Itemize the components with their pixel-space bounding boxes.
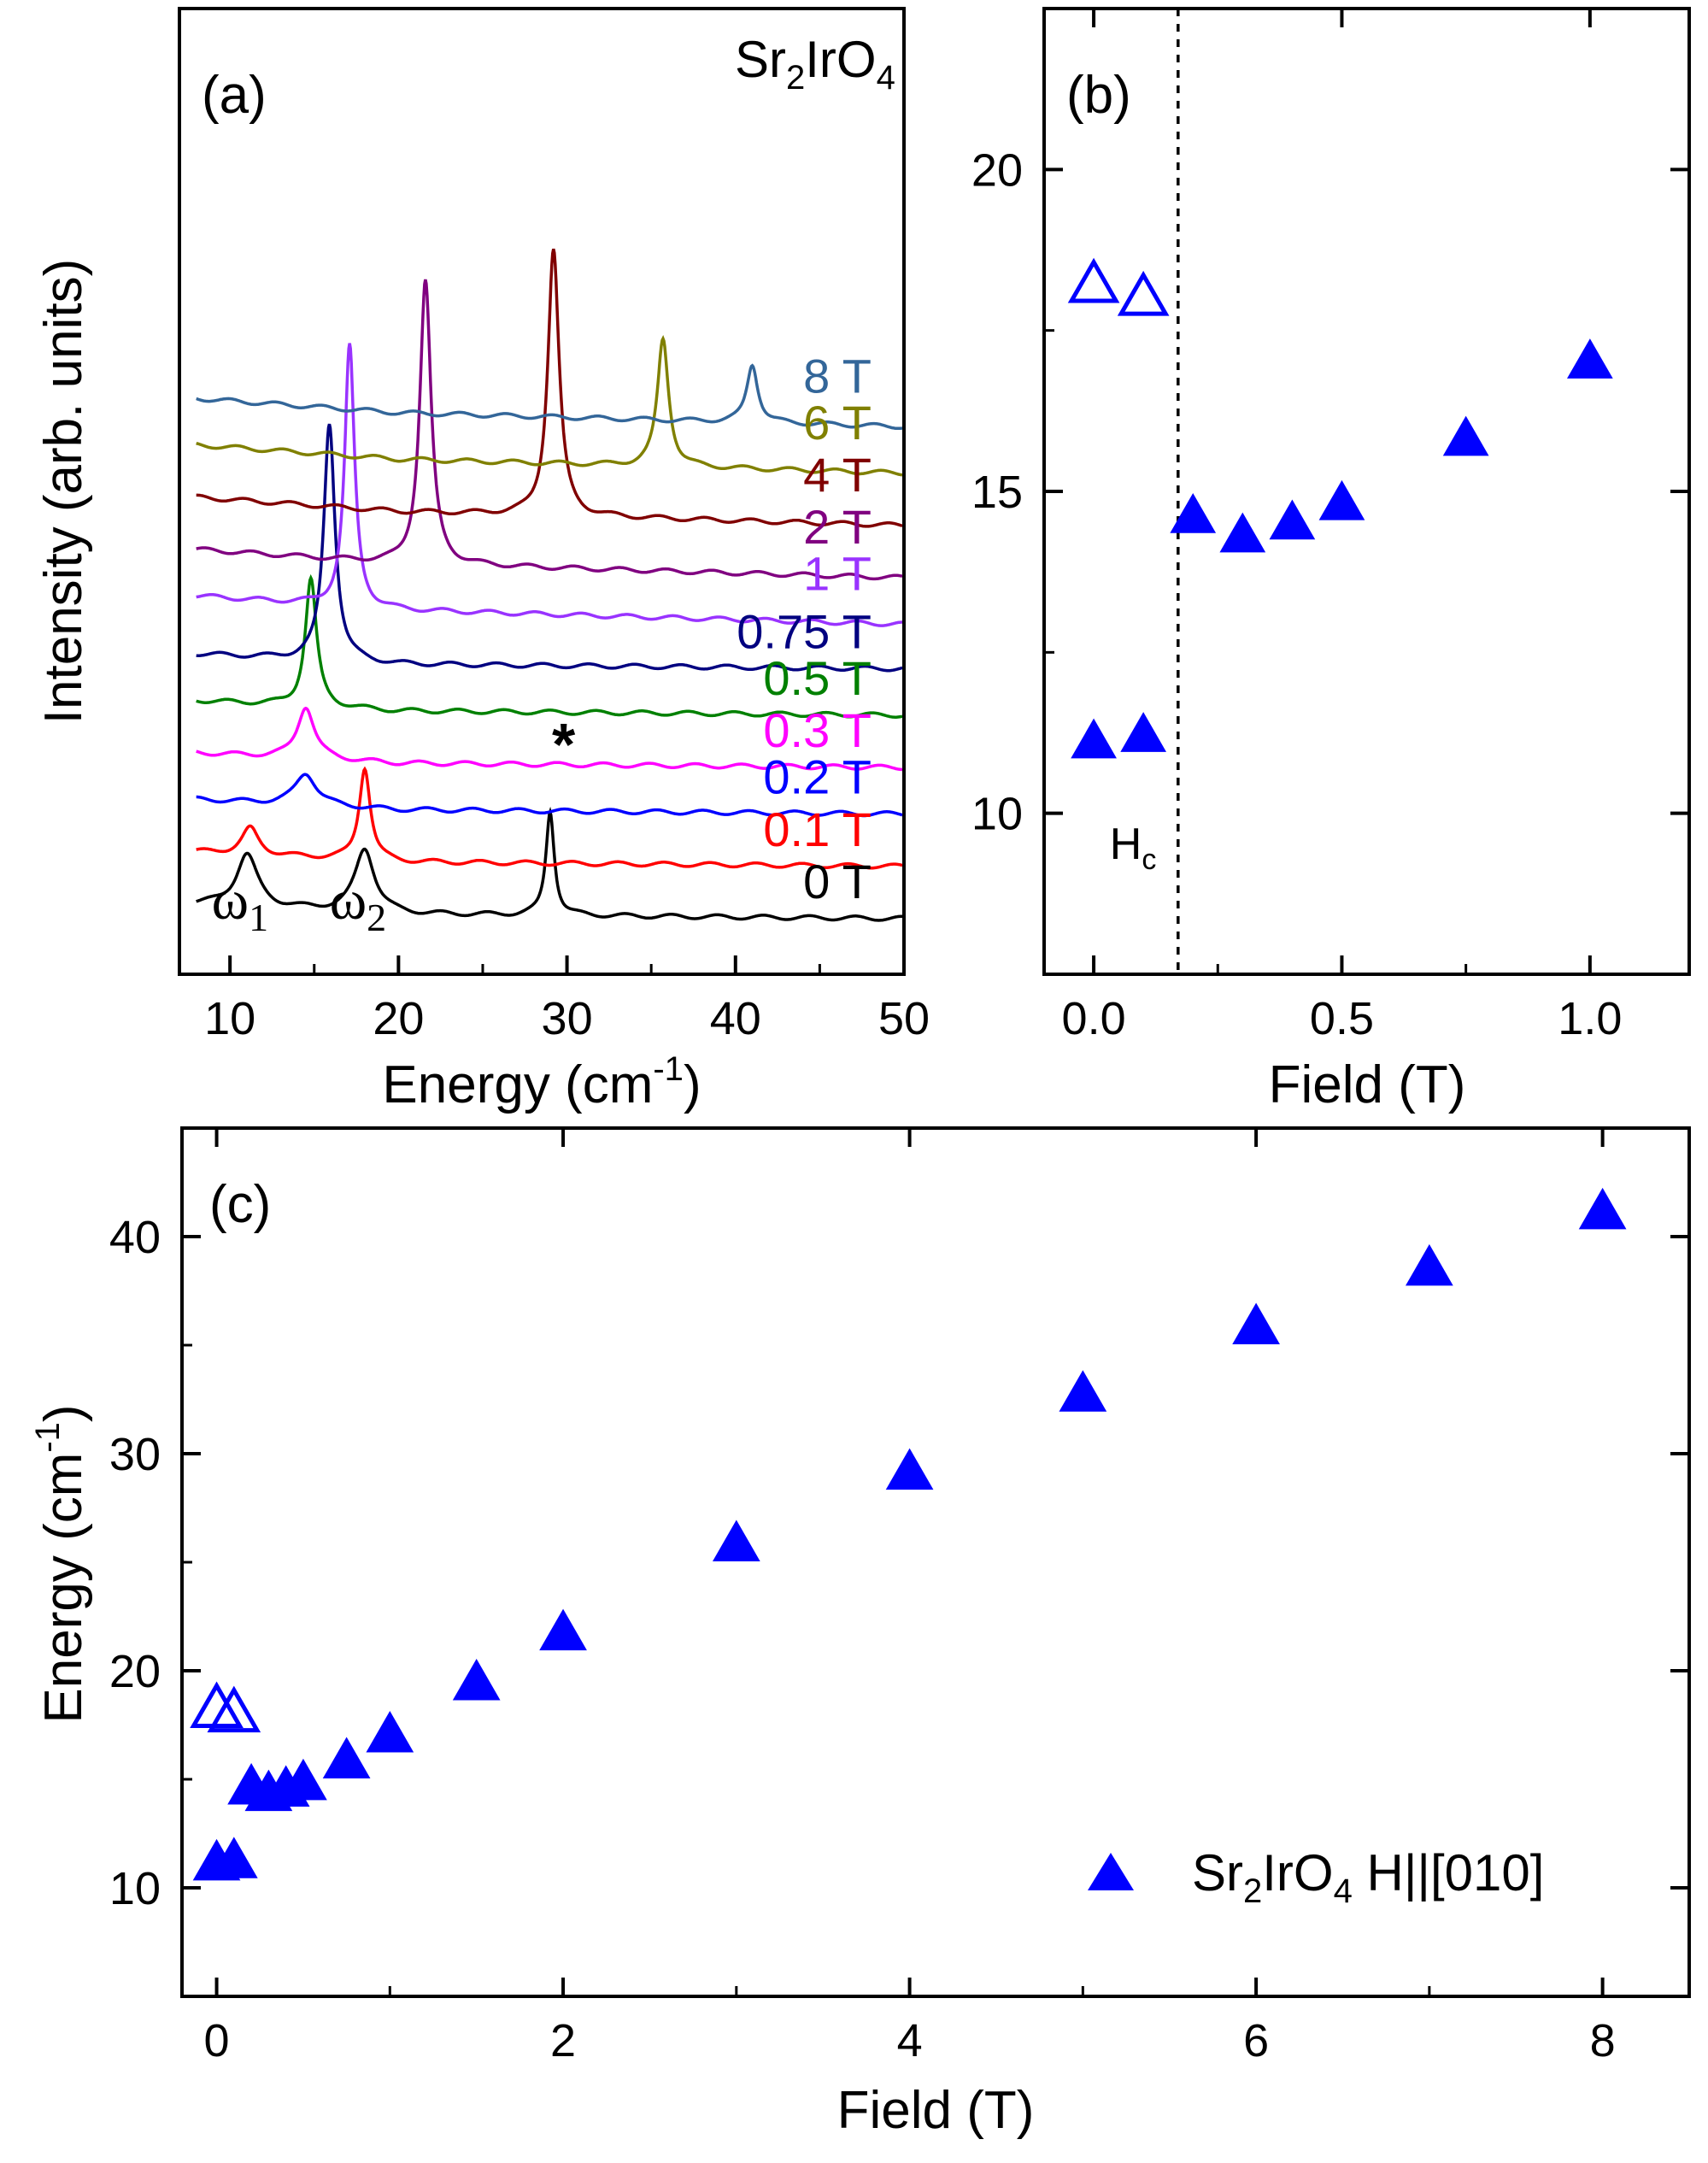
filled-triangle-point (209, 1837, 258, 1878)
series-label: 0.1 T (763, 802, 872, 856)
y-tick-label: 40 (109, 1212, 161, 1263)
filled-triangle-point (279, 1758, 327, 1801)
trace-0-75-T (196, 423, 903, 673)
y-tick-label: 20 (971, 144, 1023, 196)
series-label: 2 T (803, 500, 872, 554)
panel-c-points (190, 1187, 1627, 1881)
panel-b-x-axis-label: Field (T) (1269, 1055, 1466, 1114)
panel-b-label: (b) (1066, 66, 1131, 125)
x-tick-label: 6 (1243, 2015, 1269, 2066)
x-tick-label: 0.0 (1062, 993, 1126, 1044)
filled-triangle-point (1442, 415, 1489, 456)
series-label: 1 T (803, 547, 872, 601)
filled-triangle-point (1170, 492, 1217, 533)
trace-0-1-T (196, 766, 903, 870)
y-tick-label: 10 (971, 789, 1023, 840)
filled-triangle-point (885, 1448, 934, 1490)
trace-1-T (196, 343, 902, 627)
panel-a-series-labels: 0 T0.1 T0.2 T0.3 T0.5 T0.75 T1 T2 T4 T6 … (737, 349, 872, 908)
x-tick-label: 4 (897, 2015, 923, 2066)
filled-triangle-point (1071, 718, 1117, 759)
trace-8-T (196, 363, 903, 431)
panel-b-y-ticks: 10 15 20 (971, 144, 1689, 840)
panel-c-y-axis-label: Energy (cm-1) (29, 1404, 93, 1723)
filled-triangle-point (1318, 479, 1365, 520)
x-tick-label: 40 (710, 993, 761, 1044)
panel-a-compound: Sr2IrO4 (735, 31, 895, 97)
panel-a-frame (178, 7, 906, 976)
series-label: 0.2 T (763, 750, 872, 804)
y-tick-label: 10 (109, 1863, 161, 1914)
open-triangle-point (1117, 270, 1170, 316)
x-tick-label: 0 (204, 2015, 230, 2066)
panel-b: Hc 0.0 0.5 1.0 10 15 20 (b) Field (T) (971, 7, 1691, 1114)
panel-a-label: (a) (202, 66, 267, 125)
series-label: 4 T (803, 448, 872, 502)
panel-c-legend: Sr2IrO4 H||[010] (1088, 1844, 1544, 1910)
filled-triangle-point (1059, 1370, 1107, 1412)
filled-triangle-point (322, 1737, 371, 1778)
filled-triangle-point (1405, 1243, 1453, 1286)
x-tick-label: 1.0 (1558, 993, 1622, 1044)
panel-c: 0 2 4 6 8 10 20 30 40 (c) Energy (cm-1) Field (… (29, 1126, 1691, 2140)
filled-triangle-point (1578, 1187, 1627, 1230)
filled-triangle-point (1232, 1302, 1280, 1344)
panel-c-label: (c) (209, 1175, 271, 1234)
x-tick-label: 0.5 (1310, 993, 1374, 1044)
open-triangle-point (1067, 257, 1120, 303)
peak-label-star: * (552, 711, 576, 778)
legend-label: Sr2IrO4 H||[010] (1192, 1844, 1544, 1910)
x-tick-label: 30 (542, 993, 593, 1044)
x-tick-label: 2 (550, 2015, 576, 2066)
y-tick-label: 20 (109, 1646, 161, 1697)
panel-c-y-ticks: 10 20 30 40 (109, 1212, 1689, 1914)
trace-6-T (196, 334, 903, 477)
hc-label: Hc (1110, 820, 1157, 876)
series-label: 6 T (803, 396, 872, 450)
panel-b-x-ticks: 0.0 0.5 1.0 (1062, 9, 1622, 1044)
panel-a-y-axis-label: Intensity (arb. units) (34, 259, 93, 724)
trace-0-T (196, 806, 902, 922)
y-tick-label: 15 (971, 467, 1023, 518)
series-label: 8 T (803, 349, 872, 403)
filled-triangle-point (539, 1608, 587, 1651)
trace-0-2-T (196, 773, 903, 818)
peak-label-omega: ω1 (212, 869, 268, 939)
series-label: 0 T (803, 855, 872, 908)
series-label: 0.5 T (763, 651, 872, 705)
trace-4-T (196, 248, 903, 528)
trace-2-T (196, 279, 903, 581)
series-label: 0.3 T (763, 703, 872, 757)
trace-0-5-T (196, 573, 903, 719)
filled-triangle-point (712, 1519, 760, 1561)
panel-a-x-ticks: 10 20 30 40 50 (204, 955, 930, 1044)
panel-b-hc-line: Hc (1110, 9, 1180, 974)
legend-marker (1088, 1853, 1134, 1890)
x-tick-label: 50 (878, 993, 930, 1044)
filled-triangle-point (452, 1659, 501, 1701)
x-tick-label: 10 (204, 993, 255, 1044)
filled-triangle-point (1120, 712, 1167, 752)
trace-0-3-T (196, 706, 903, 772)
panel-a-x-axis-label: Energy (cm-1) (382, 1050, 701, 1114)
x-tick-label: 8 (1590, 2015, 1616, 2066)
panel-a-traces (196, 248, 903, 922)
y-tick-label: 30 (109, 1429, 161, 1480)
open-triangle-point (207, 1685, 261, 1733)
filled-triangle-point (1269, 499, 1316, 540)
panel-a-peak-labels: ω1 ω2 * (212, 711, 576, 939)
panel-b-points (1067, 257, 1613, 759)
filled-triangle-point (1219, 512, 1266, 553)
open-triangle-point (190, 1681, 244, 1729)
series-label: 0.75 T (737, 605, 872, 659)
panel-a: 10 20 30 40 50 0 T0.1 T0.2 T0.3 T0.5 T0.75 T… (34, 7, 930, 1114)
peak-label-omega: ω2 (330, 869, 386, 939)
x-tick-label: 20 (373, 993, 424, 1044)
filled-triangle-point (366, 1711, 414, 1753)
filled-triangle-point (1566, 338, 1613, 379)
panel-c-x-axis-label: Field (T) (837, 2081, 1035, 2140)
panel-c-x-ticks: 0 2 4 6 8 (204, 1128, 1616, 2066)
